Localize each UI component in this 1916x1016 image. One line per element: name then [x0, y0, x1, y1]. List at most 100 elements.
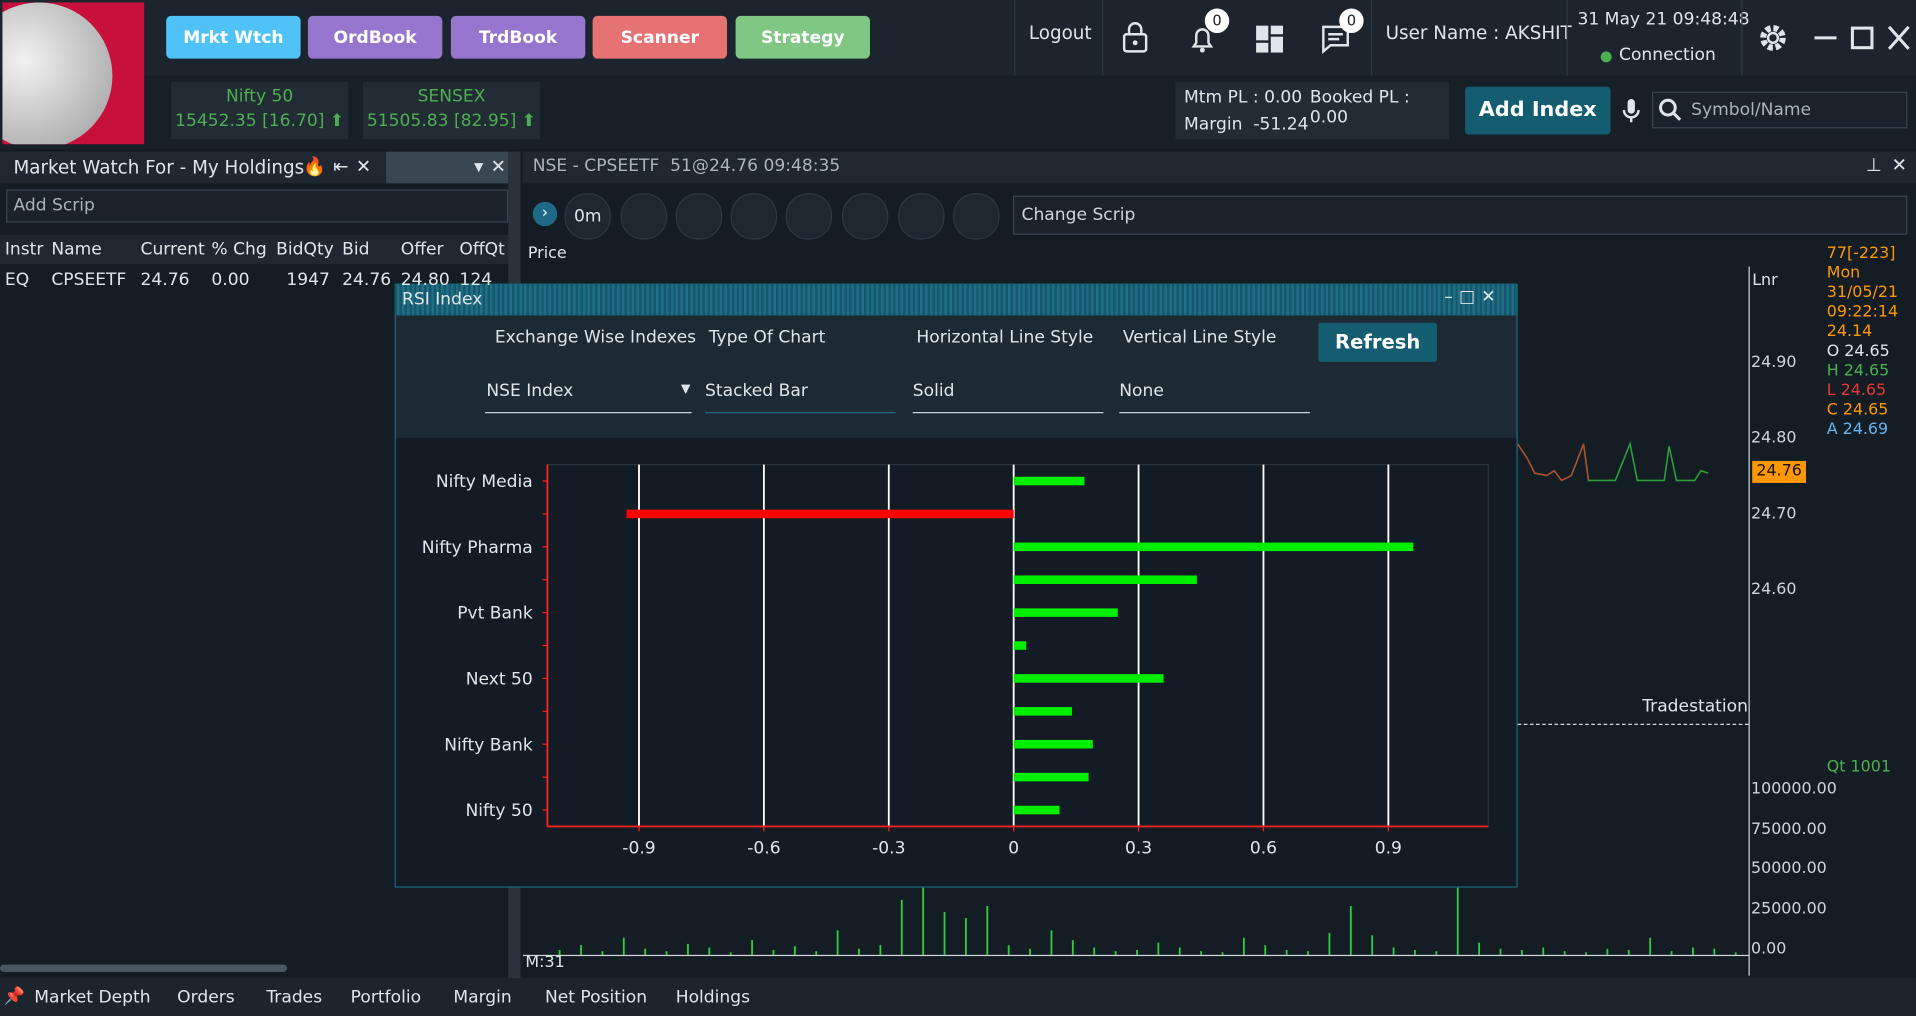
logout[interactable]: Logout — [1028, 22, 1092, 45]
dashboard-icon[interactable] — [1255, 24, 1284, 53]
dialog-controls[interactable]: –□✕ — [1444, 287, 1502, 307]
badge: 0 — [1339, 8, 1364, 34]
table-cell: 24.76 — [342, 270, 392, 290]
datetime: 31 May 21 09:48:48 — [1577, 9, 1750, 30]
tool-button[interactable] — [620, 193, 668, 240]
panel-title: Market Watch For - My Holdings — [13, 156, 305, 179]
column-header: Current — [140, 239, 205, 260]
volume-tick: 75000.00 — [1750, 820, 1827, 839]
price-tick: 24.90 — [1750, 353, 1797, 372]
chart-header — [522, 151, 1916, 184]
y-tick-label: Pvt Bank — [457, 604, 533, 624]
connection: Connection — [1619, 45, 1716, 65]
x-tick-label: -0.6 — [747, 838, 780, 858]
tool-button[interactable] — [953, 193, 1000, 240]
table-cell: 24.80 — [400, 270, 450, 290]
logo — [2, 2, 145, 145]
dialog-titlebar — [394, 283, 1518, 316]
window-controls[interactable] — [1813, 24, 1911, 51]
x-tick-label: -0.3 — [872, 838, 905, 858]
button[interactable]: Strategy — [735, 15, 870, 59]
dropdown[interactable]: Stacked Bar — [705, 381, 896, 414]
tab[interactable]: Net Position — [544, 987, 648, 1008]
lock-icon[interactable] — [1122, 22, 1149, 54]
search-box[interactable]: Symbol/Name — [1652, 91, 1908, 129]
button[interactable]: Mrkt Wtch — [166, 15, 301, 59]
y-tick-label: Nifty Bank — [444, 735, 533, 755]
button[interactable]: TrdBook — [450, 15, 586, 59]
bar — [1013, 707, 1072, 716]
ohlc-line: A 24.69 — [1826, 420, 1889, 439]
x-tick-label: 0.9 — [1375, 838, 1402, 858]
dropdown[interactable]: NSE Index ▼ — [485, 381, 692, 414]
separator — [1566, 0, 1568, 76]
scrollbar — [0, 964, 288, 972]
price-axis — [1748, 266, 1750, 976]
bar — [1013, 805, 1060, 815]
tool-button[interactable] — [675, 193, 723, 240]
tab[interactable]: Margin — [453, 987, 512, 1008]
volume-tick: 50000.00 — [1750, 859, 1827, 878]
tab[interactable]: Orders — [177, 987, 235, 1008]
tool-button[interactable] — [898, 193, 945, 240]
settings-icon[interactable] — [1757, 22, 1789, 54]
price-tick: 24.80 — [1750, 429, 1797, 448]
field-label: Horizontal Line Style — [916, 327, 1094, 348]
mic-icon[interactable] — [1622, 98, 1640, 125]
field-label: Type Of Chart — [708, 327, 826, 348]
index-name: SENSEX — [417, 86, 486, 107]
panel-icons[interactable]: ⊥✕ — [1865, 154, 1916, 177]
price-line — [1517, 441, 1709, 482]
expand[interactable]: › — [532, 201, 558, 227]
index-value-text: 51505.83 [82.95] — [366, 111, 517, 131]
bottom-bar — [0, 978, 1916, 1016]
ohlc-line: H 24.65 — [1826, 361, 1890, 381]
ohlc-line: C 24.65 — [1826, 401, 1889, 420]
volume-tick: 25000.00 — [1750, 899, 1827, 919]
tab[interactable]: Trades — [266, 987, 323, 1008]
y-tick-label: Nifty Pharma — [422, 538, 533, 558]
ohlc-line: 77[-223] — [1826, 244, 1896, 263]
last-price: 24.76 — [1752, 460, 1806, 483]
tab[interactable]: Market Depth — [34, 987, 151, 1008]
separator — [1741, 0, 1743, 76]
table-cell: 1947 — [286, 270, 330, 290]
column-header: Offer — [400, 239, 444, 260]
tool-button[interactable] — [841, 193, 889, 240]
button[interactable]: OrdBook — [307, 15, 443, 59]
field-value: Solid — [912, 381, 955, 402]
time-axis — [522, 954, 1749, 957]
column-header: Instr — [4, 239, 44, 260]
price-tick: 24.70 — [1750, 504, 1797, 524]
refresh-button[interactable]: Refresh — [1318, 322, 1437, 362]
interval-button[interactable]: 0m — [564, 193, 611, 240]
booked-pl: Booked PL : 0.00 — [1309, 88, 1410, 128]
rsi-chart: -0.9 -0.6 -0.3 0 0.3 0.6 0.9 Nifty Media Nifty P… — [395, 437, 1517, 887]
add-scrip[interactable]: Add Scrip — [6, 189, 509, 223]
panel-icons[interactable]: ▾✕ — [474, 155, 514, 178]
user-name: User Name : AKSHIT — [1385, 22, 1572, 45]
dropdown[interactable]: None — [1119, 381, 1310, 414]
bar — [1013, 739, 1093, 749]
dropdown[interactable]: Solid — [912, 381, 1104, 414]
tool-button[interactable] — [730, 193, 778, 240]
column-header: Name — [51, 239, 102, 260]
panel-icons[interactable]: 🔥⇤✕ — [303, 155, 379, 178]
bar — [1013, 641, 1027, 650]
tab[interactable]: Portfolio — [350, 987, 422, 1008]
bell-icon[interactable] — [1189, 24, 1216, 53]
separator — [1014, 0, 1016, 76]
button[interactable]: Scanner — [592, 15, 728, 59]
pl-box: Mtm PL : 0.00 Booked PL : 0.00 Margin -5… — [1175, 81, 1450, 140]
table-header — [0, 234, 509, 265]
change-scrip-text: Change Scrip — [1021, 205, 1136, 225]
change-scrip[interactable]: Change Scrip — [1012, 195, 1908, 235]
add-index-button[interactable]: Add Index — [1465, 86, 1611, 135]
price-label: Price — [527, 244, 567, 263]
tab[interactable]: Holdings — [675, 987, 751, 1008]
pin-icon: 📌 — [3, 986, 25, 1007]
index-name: Nifty 50 — [225, 86, 294, 107]
tool-button[interactable] — [785, 193, 833, 240]
